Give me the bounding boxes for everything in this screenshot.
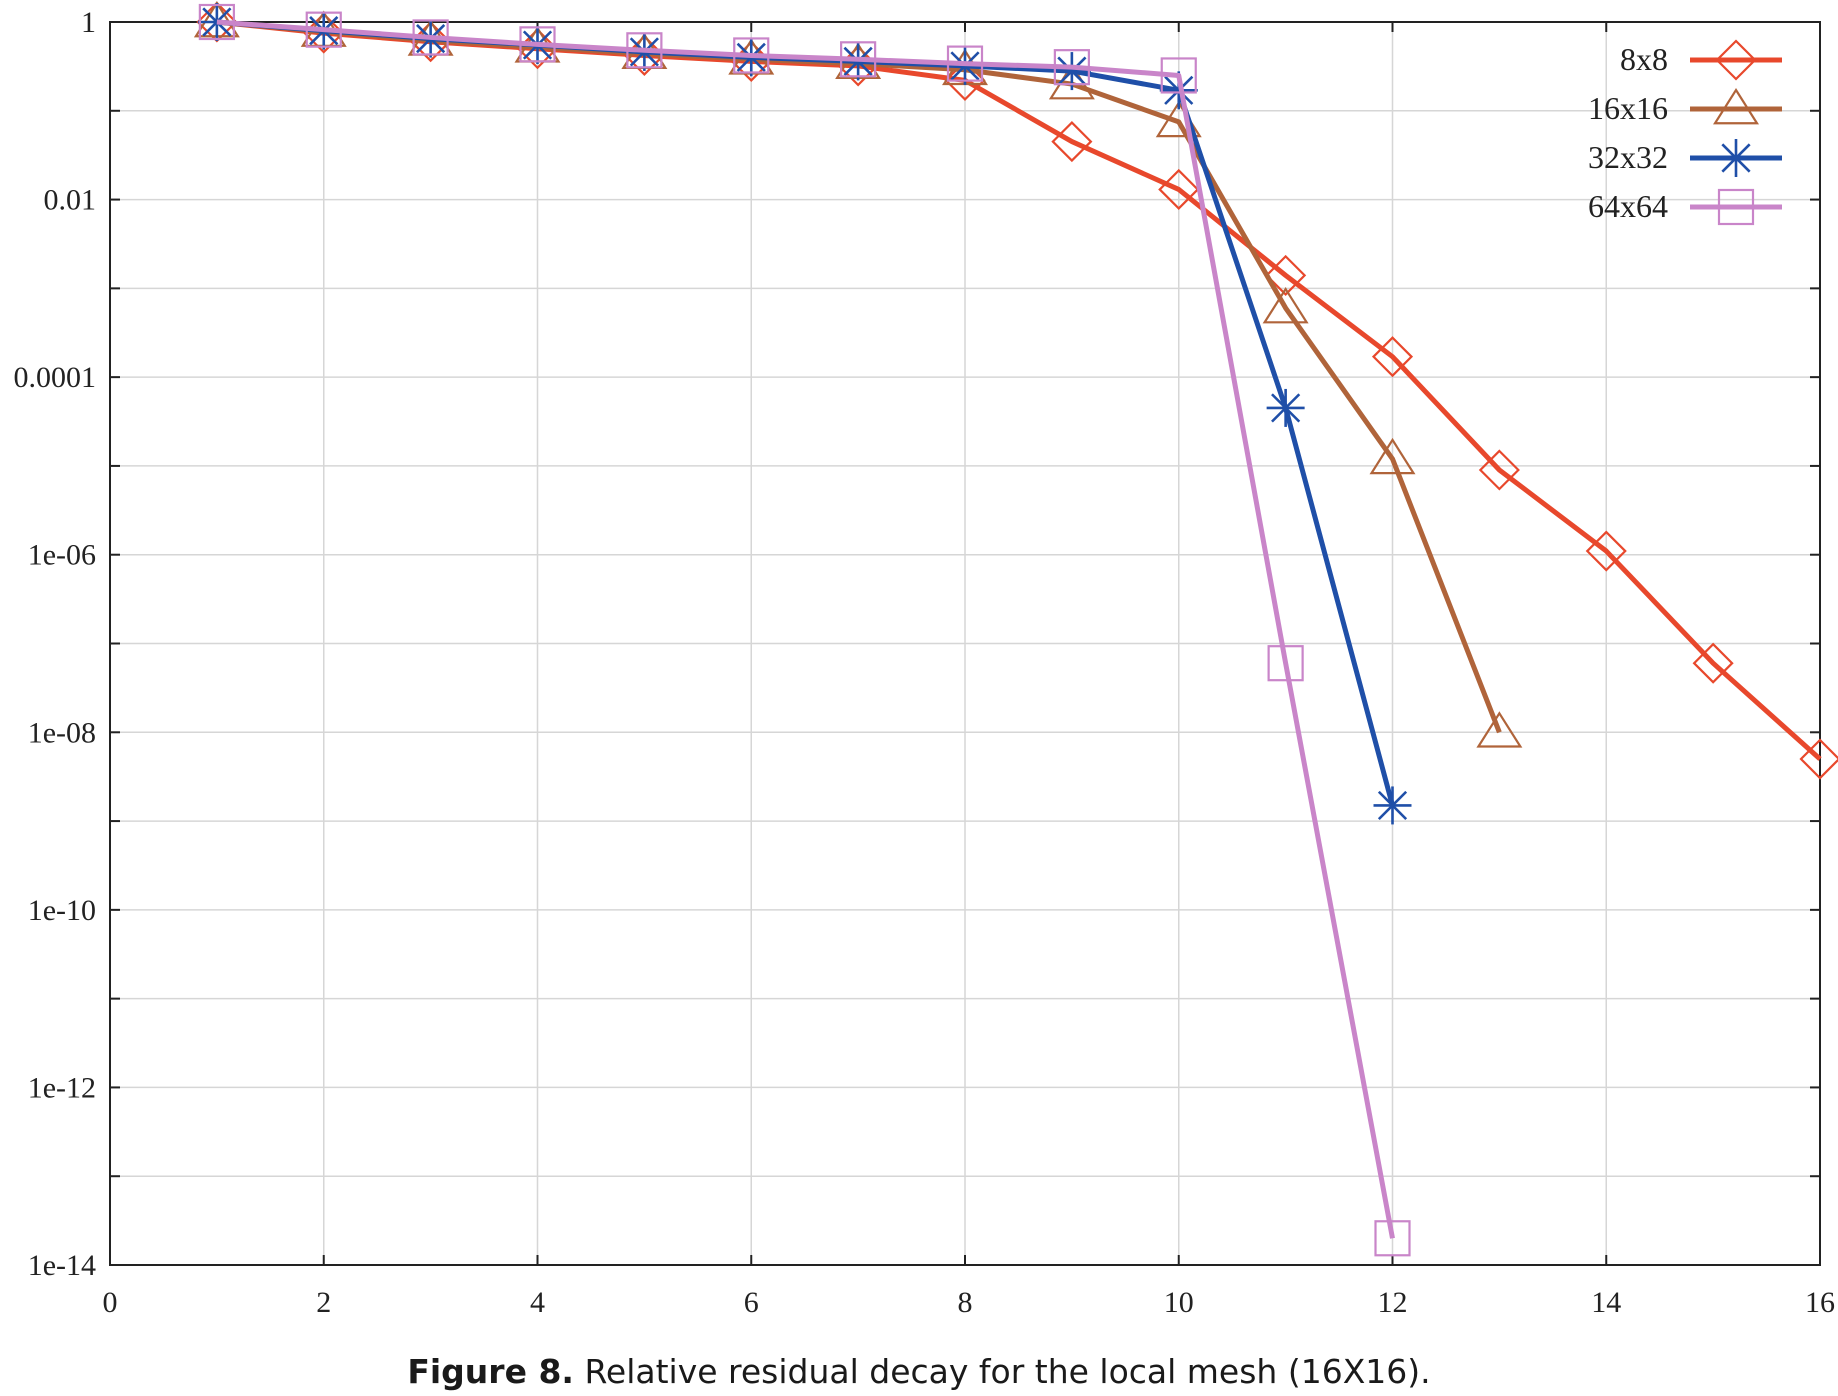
data-point-8x8 <box>1692 642 1734 684</box>
data-point-8x8 <box>944 59 986 101</box>
data-point-64x64 <box>198 3 235 41</box>
y-tick-label: 1e-08 <box>28 716 96 749</box>
y-tick-label: 1e-06 <box>28 539 96 572</box>
data-point-64x64 <box>1160 57 1197 94</box>
y-tick-label: 1e-10 <box>28 894 96 927</box>
series-lines <box>193 0 1838 1257</box>
x-tick-label: 16 <box>1805 1286 1835 1319</box>
data-point-16x16 <box>1476 711 1523 748</box>
data-point-32x32 <box>1373 786 1412 825</box>
data-point-32x32 <box>1266 388 1305 427</box>
data-point-8x8 <box>1478 449 1520 491</box>
legend: 8x8 16x16 32x32 64x64 <box>1588 39 1782 226</box>
data-point-64x64 <box>840 41 877 78</box>
legend-label-32x32: 32x32 <box>1588 139 1668 175</box>
data-point-16x16 <box>1369 437 1416 475</box>
legend-marker-64x64 <box>1717 188 1755 226</box>
data-point-64x64 <box>733 37 770 74</box>
data-point-8x8 <box>1585 530 1627 572</box>
data-point-8x8 <box>1158 168 1200 211</box>
x-tick-label: 10 <box>1164 1286 1194 1319</box>
data-point-16x16 <box>1262 286 1309 324</box>
data-point-32x32 <box>1159 71 1198 110</box>
x-tick-label: 8 <box>958 1286 973 1319</box>
series-line-32x32 <box>216 19 1395 807</box>
data-point-64x64 <box>412 19 449 56</box>
data-point-8x8 <box>1799 738 1838 780</box>
data-point-64x64 <box>1374 1220 1411 1257</box>
data-point-64x64 <box>626 32 663 69</box>
caption-text: Relative residual decay for the local me… <box>573 1352 1431 1391</box>
legend-marker-8x8 <box>1715 39 1757 81</box>
data-point-64x64 <box>519 26 556 63</box>
axes: 0 2 4 6 8 10 12 14 16 1 0.01 0.0001 1e-06 1e-08 1e-10 1… <box>14 6 1836 1319</box>
data-point-8x8 <box>1265 254 1307 296</box>
x-tick-label: 6 <box>744 1286 759 1319</box>
x-tick-label: 12 <box>1378 1286 1408 1319</box>
y-tick-label: 1e-12 <box>28 1071 96 1104</box>
legend-marker-16x16 <box>1713 87 1759 125</box>
grid <box>109 21 1821 1266</box>
data-point-64x64 <box>1053 49 1090 86</box>
legend-label-16x16: 16x16 <box>1588 90 1668 126</box>
legend-label-64x64: 64x64 <box>1588 188 1668 224</box>
y-tick-label: 0.01 <box>44 184 97 217</box>
data-point-64x64 <box>305 11 342 48</box>
x-tick-label: 2 <box>316 1286 331 1319</box>
data-point-8x8 <box>1051 121 1093 163</box>
y-tick-label: 1 <box>81 6 96 39</box>
x-tick-label: 14 <box>1591 1286 1621 1319</box>
y-tick-label: 1e-14 <box>28 1249 96 1282</box>
figure-caption: Figure 8. Relative residual decay for th… <box>0 1352 1838 1391</box>
x-tick-label: 0 <box>103 1286 118 1319</box>
data-point-8x8 <box>1371 336 1414 378</box>
series-line-8x8 <box>216 19 1822 761</box>
caption-label: Figure 8. <box>407 1352 574 1391</box>
data-point-32x32 <box>1052 52 1091 91</box>
y-tick-label: 0.0001 <box>14 361 97 394</box>
data-point-64x64 <box>946 45 984 82</box>
legend-marker-32x32 <box>1717 139 1755 177</box>
data-point-64x64 <box>1267 645 1304 682</box>
legend-label-8x8: 8x8 <box>1620 41 1668 77</box>
x-tick-label: 4 <box>530 1286 545 1319</box>
